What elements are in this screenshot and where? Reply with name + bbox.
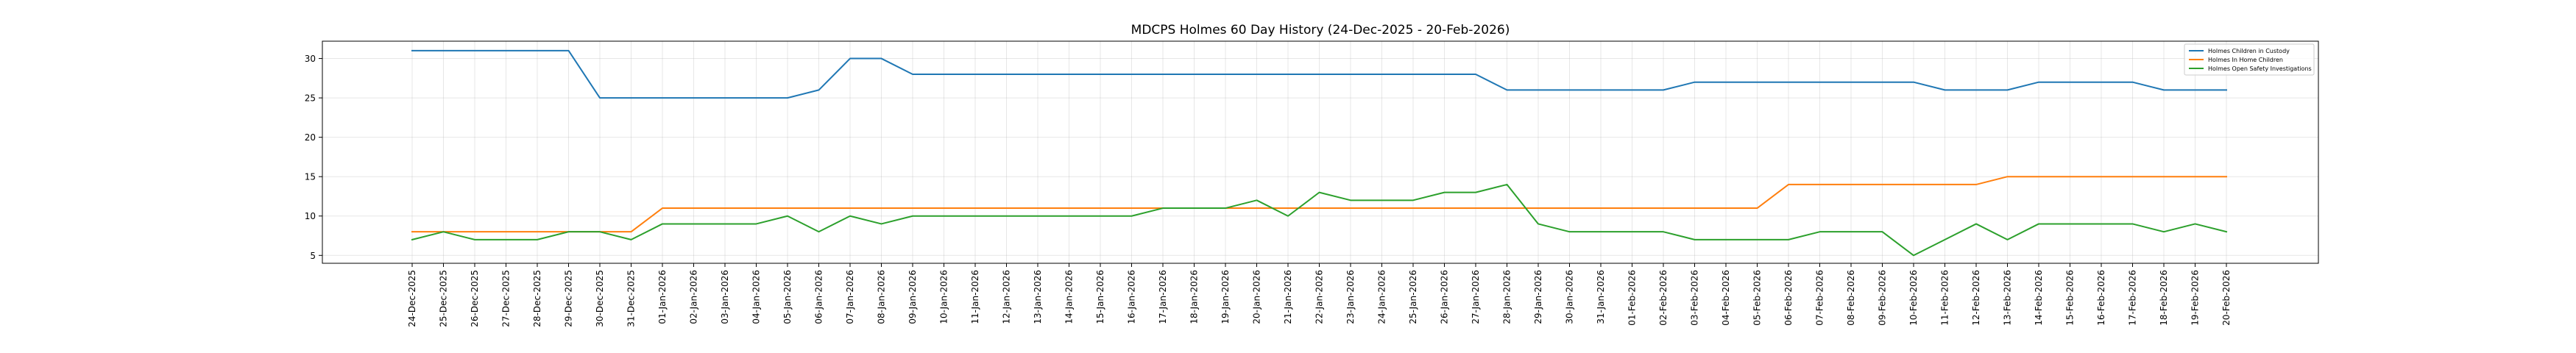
- x-tick-label: 25-Dec-2025: [439, 270, 449, 327]
- x-tick-label: 21-Jan-2026: [1283, 270, 1293, 324]
- x-tick-label: 03-Feb-2026: [1690, 270, 1700, 326]
- x-tick-label: 02-Feb-2026: [1658, 270, 1669, 326]
- x-tick-label: 08-Jan-2026: [877, 270, 887, 324]
- x-tick-label: 13-Jan-2026: [1033, 270, 1043, 324]
- grid-lines: [322, 41, 2318, 263]
- x-tick-label: 27-Jan-2026: [1471, 270, 1481, 324]
- x-tick-label: 23-Jan-2026: [1345, 270, 1356, 324]
- legend-box: [2184, 43, 2315, 76]
- x-tick-label: 06-Feb-2026: [1783, 270, 1794, 326]
- legend-label-children-in-custody: Holmes Children in Custody: [2208, 48, 2290, 54]
- x-tick-label: 04-Feb-2026: [1721, 270, 1731, 326]
- x-tick-label: 27-Dec-2025: [501, 270, 512, 327]
- x-tick-label: 09-Feb-2026: [1878, 270, 1888, 326]
- x-tick-label: 04-Jan-2026: [751, 270, 762, 324]
- y-tick-label: 25: [305, 93, 316, 104]
- x-tick-label: 07-Jan-2026: [845, 270, 855, 324]
- x-tick-label: 15-Jan-2026: [1095, 270, 1105, 324]
- x-tick-label: 02-Jan-2026: [689, 270, 699, 324]
- x-tick-label: 26-Dec-2025: [470, 270, 480, 327]
- series-line-0: [411, 49, 2227, 99]
- y-tick-label: 10: [305, 211, 316, 221]
- x-tick-label: 08-Feb-2026: [1846, 270, 1856, 326]
- x-tick-label: 31-Jan-2026: [1596, 270, 1606, 324]
- y-tick-label: 30: [305, 54, 316, 64]
- x-tick-label: 26-Jan-2026: [1440, 270, 1450, 324]
- x-tick-label: 10-Feb-2026: [1908, 270, 1919, 326]
- x-tick-label: 09-Jan-2026: [907, 270, 918, 324]
- x-tick-label: 30-Dec-2025: [595, 270, 605, 327]
- series-lines: [411, 49, 2228, 257]
- x-tick-label: 20-Feb-2026: [2221, 270, 2232, 326]
- x-tick-label: 22-Jan-2026: [1314, 270, 1325, 324]
- x-tick-label: 17-Feb-2026: [2128, 270, 2138, 326]
- x-tick-label: 20-Jan-2026: [1252, 270, 1262, 324]
- series-line-1: [411, 176, 2227, 233]
- x-tick-label: 19-Jan-2026: [1220, 270, 1231, 324]
- x-tick-label: 05-Feb-2026: [1752, 270, 1763, 326]
- x-tick-label: 12-Feb-2026: [1971, 270, 1981, 326]
- x-tick-label: 10-Jan-2026: [939, 270, 949, 324]
- x-tick-label: 29-Dec-2025: [564, 270, 574, 327]
- series-line-2: [411, 183, 2228, 257]
- x-tick-label: 15-Feb-2026: [2065, 270, 2076, 326]
- chart-title: MDCPS Holmes 60 Day History (24-Dec-2025…: [1131, 23, 1510, 38]
- x-tick-label: 28-Dec-2025: [532, 270, 542, 327]
- x-tick-label: 11-Feb-2026: [1940, 270, 1950, 326]
- x-tick-label: 18-Feb-2026: [2159, 270, 2169, 326]
- x-tick-label: 16-Feb-2026: [2096, 270, 2106, 326]
- x-tick-label: 24-Dec-2025: [407, 270, 417, 327]
- x-tick-label: 01-Feb-2026: [1627, 270, 1638, 326]
- x-tick-label: 29-Jan-2026: [1533, 270, 1543, 324]
- y-tick-label: 5: [310, 251, 316, 261]
- x-tick-label: 31-Dec-2025: [626, 270, 637, 327]
- x-tick-label: 16-Jan-2026: [1127, 270, 1137, 324]
- x-tick-label: 01-Jan-2026: [657, 270, 668, 324]
- x-tick-label: 24-Jan-2026: [1377, 270, 1387, 324]
- legend-label-open-safety-investigations: Holmes Open Safety Investigations: [2208, 65, 2312, 72]
- x-axis-ticks: 24-Dec-2025 25-Dec-2025 26-Dec-2025 27-Dec-…: [407, 263, 2232, 327]
- x-tick-label: 30-Jan-2026: [1565, 270, 1575, 324]
- x-tick-label: 12-Jan-2026: [1002, 270, 1012, 324]
- x-tick-label: 05-Jan-2026: [782, 270, 793, 324]
- x-tick-label: 14-Jan-2026: [1064, 270, 1075, 324]
- legend: Holmes Children in Custody Holmes In Hom…: [2184, 43, 2315, 76]
- x-tick-label: 18-Jan-2026: [1189, 270, 1200, 324]
- x-tick-label: 11-Jan-2026: [970, 270, 980, 324]
- x-tick-label: 06-Jan-2026: [814, 270, 824, 324]
- x-tick-label: 07-Feb-2026: [1815, 270, 1825, 326]
- legend-label-in-home-children: Holmes In Home Children: [2208, 57, 2283, 63]
- plot-frame: [322, 40, 2319, 264]
- x-tick-label: 13-Feb-2026: [2003, 270, 2013, 326]
- y-axis-ticks: 5 10 15 20 25 30: [305, 54, 322, 261]
- x-tick-label: 19-Feb-2026: [2190, 270, 2201, 326]
- y-tick-label: 15: [305, 172, 316, 182]
- x-tick-label: 14-Feb-2026: [2034, 270, 2044, 326]
- x-tick-label: 03-Jan-2026: [720, 270, 730, 324]
- x-tick-label: 17-Jan-2026: [1158, 270, 1168, 324]
- x-tick-label: 25-Jan-2026: [1408, 270, 1418, 324]
- x-tick-label: 28-Jan-2026: [1502, 270, 1512, 324]
- y-tick-label: 20: [305, 132, 316, 143]
